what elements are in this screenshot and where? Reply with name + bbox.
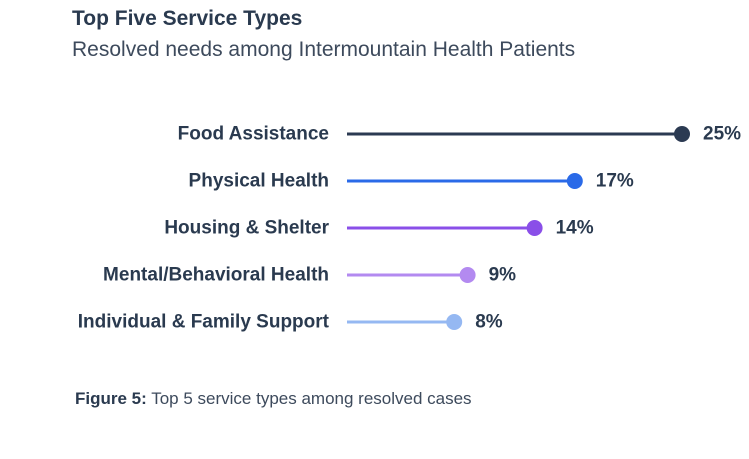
category-label: Physical Health bbox=[189, 171, 329, 192]
figure-caption-text: Top 5 service types among resolved cases bbox=[146, 389, 472, 408]
chart-subtitle: Resolved needs among Intermountain Healt… bbox=[72, 38, 576, 61]
value-label: 14% bbox=[556, 218, 594, 239]
chart-row: Physical Health 17% bbox=[189, 171, 634, 192]
figure-caption: Figure 5: Top 5 service types among reso… bbox=[75, 389, 472, 409]
chart-title: Top Five Service Types bbox=[72, 7, 303, 30]
value-label: 17% bbox=[596, 171, 634, 192]
lollipop-chart: Food Assistance 25% Physical Health 17% Hous… bbox=[78, 124, 741, 333]
category-label: Mental/Behavioral Health bbox=[103, 265, 329, 286]
figure-caption-label: Figure 5: bbox=[75, 389, 147, 408]
category-label: Individual & Family Support bbox=[78, 312, 330, 333]
category-label: Food Assistance bbox=[178, 124, 329, 145]
value-label: 25% bbox=[703, 124, 741, 145]
value-label: 8% bbox=[475, 312, 503, 333]
chart-row: Housing & Shelter 14% bbox=[164, 218, 593, 239]
lollipop-dot bbox=[446, 314, 463, 330]
lollipop-dot bbox=[674, 126, 690, 142]
lollipop-dot bbox=[566, 173, 583, 189]
category-label: Housing & Shelter bbox=[164, 218, 329, 239]
value-label: 9% bbox=[489, 265, 517, 286]
chart-row: Food Assistance 25% bbox=[178, 124, 741, 145]
lollipop-dot bbox=[526, 220, 543, 236]
chart-row: Individual & Family Support 8% bbox=[78, 312, 503, 333]
chart-row: Mental/Behavioral Health 9% bbox=[103, 265, 516, 286]
lollipop-dot bbox=[459, 267, 476, 283]
